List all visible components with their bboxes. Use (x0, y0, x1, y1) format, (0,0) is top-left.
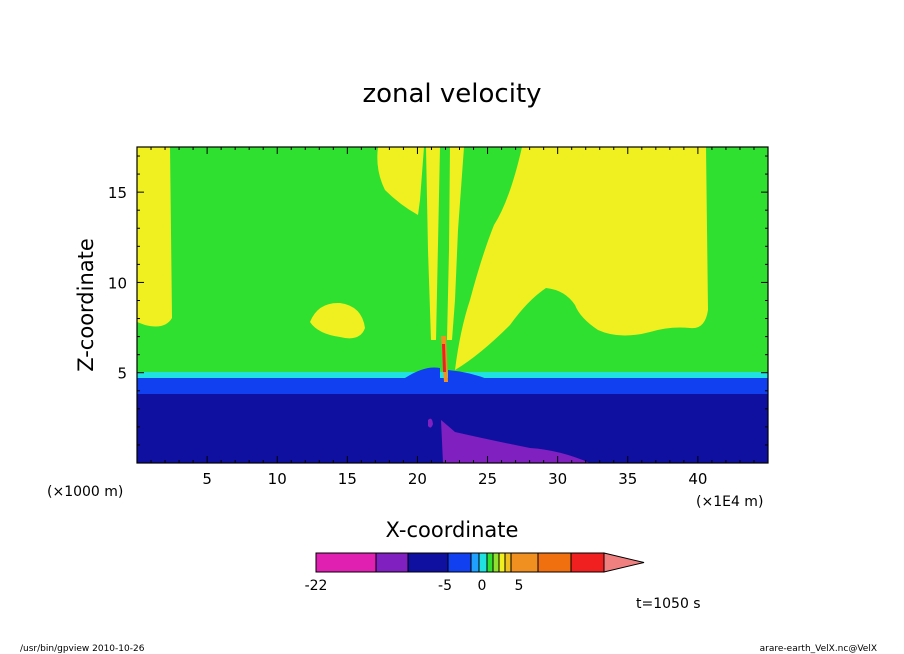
field-blue-dip (405, 367, 440, 400)
colorbar-segment (447, 552, 472, 573)
y-axis-label: Z-coordinate (74, 238, 98, 372)
x-tick-label: 40 (688, 470, 707, 488)
colorbar-segment (492, 552, 500, 573)
y-tick-label: 15 (108, 184, 127, 202)
colorbar-tick-label: 5 (515, 578, 524, 594)
colorbar-tick-label: 0 (478, 578, 487, 594)
x-tick-label: 25 (478, 470, 497, 488)
colorbar-tick-label: -22 (305, 578, 328, 594)
x-tick-label: 30 (548, 470, 567, 488)
field-yellow-island (310, 302, 365, 339)
field-plume-core-inner (442, 344, 446, 372)
field-yellow-plume-strip (426, 147, 440, 340)
colorbar-segment (510, 552, 539, 573)
colorbar-segment (407, 552, 449, 573)
field-yellow-left-column (137, 147, 172, 327)
plot-frame (136, 146, 769, 464)
x-unit-left-label: (×1000 m) (47, 484, 123, 500)
colorbar-arrow (603, 552, 645, 573)
colorbar-tick-labels: -22 -5 0 5 (305, 578, 524, 594)
footer-left: /usr/bin/gpview 2010-10-26 (20, 644, 145, 654)
time-label: t=1050 s (636, 596, 701, 612)
colorbar (315, 552, 645, 573)
x-axis-label: X-coordinate (386, 518, 519, 542)
colorbar-segment (470, 552, 480, 573)
field-yellow-upper-left-lobe (377, 147, 424, 215)
colorbar-segment (478, 552, 488, 573)
colorbar-segment (486, 552, 494, 573)
colorbar-segment (375, 552, 409, 573)
colorbar-segment (315, 552, 377, 573)
x-tick-label: 15 (338, 470, 357, 488)
x-tick-label: 35 (618, 470, 637, 488)
colorbar-segment (498, 552, 506, 573)
x-tick-label: 10 (268, 470, 287, 488)
field-purple-lobe (441, 420, 590, 463)
x-unit-right-label: (×1E4 m) (696, 494, 763, 510)
y-tick-label: 5 (117, 365, 127, 383)
field-purple-spot (428, 418, 433, 428)
field-yellow-right-region (455, 147, 708, 370)
x-tick-label: 5 (202, 470, 212, 488)
x-tick-label: 20 (408, 470, 427, 488)
colorbar-segment (504, 552, 512, 573)
y-tick-label: 10 (108, 274, 127, 292)
plot-field (137, 147, 768, 463)
field-yellow-center-column (447, 147, 464, 340)
chart-title: zonal velocity (362, 79, 541, 109)
colorbar-segment (537, 552, 572, 573)
y-axis: 5 10 15 (108, 155, 768, 446)
x-axis: 5 10 15 20 25 30 35 40 (150, 147, 755, 488)
footer-right: arare-earth_VelX.nc@VelX (760, 644, 877, 654)
colorbar-tick-label: -5 (438, 578, 452, 594)
colorbar-segment (570, 552, 605, 573)
field-blue-dip-right (448, 370, 490, 400)
